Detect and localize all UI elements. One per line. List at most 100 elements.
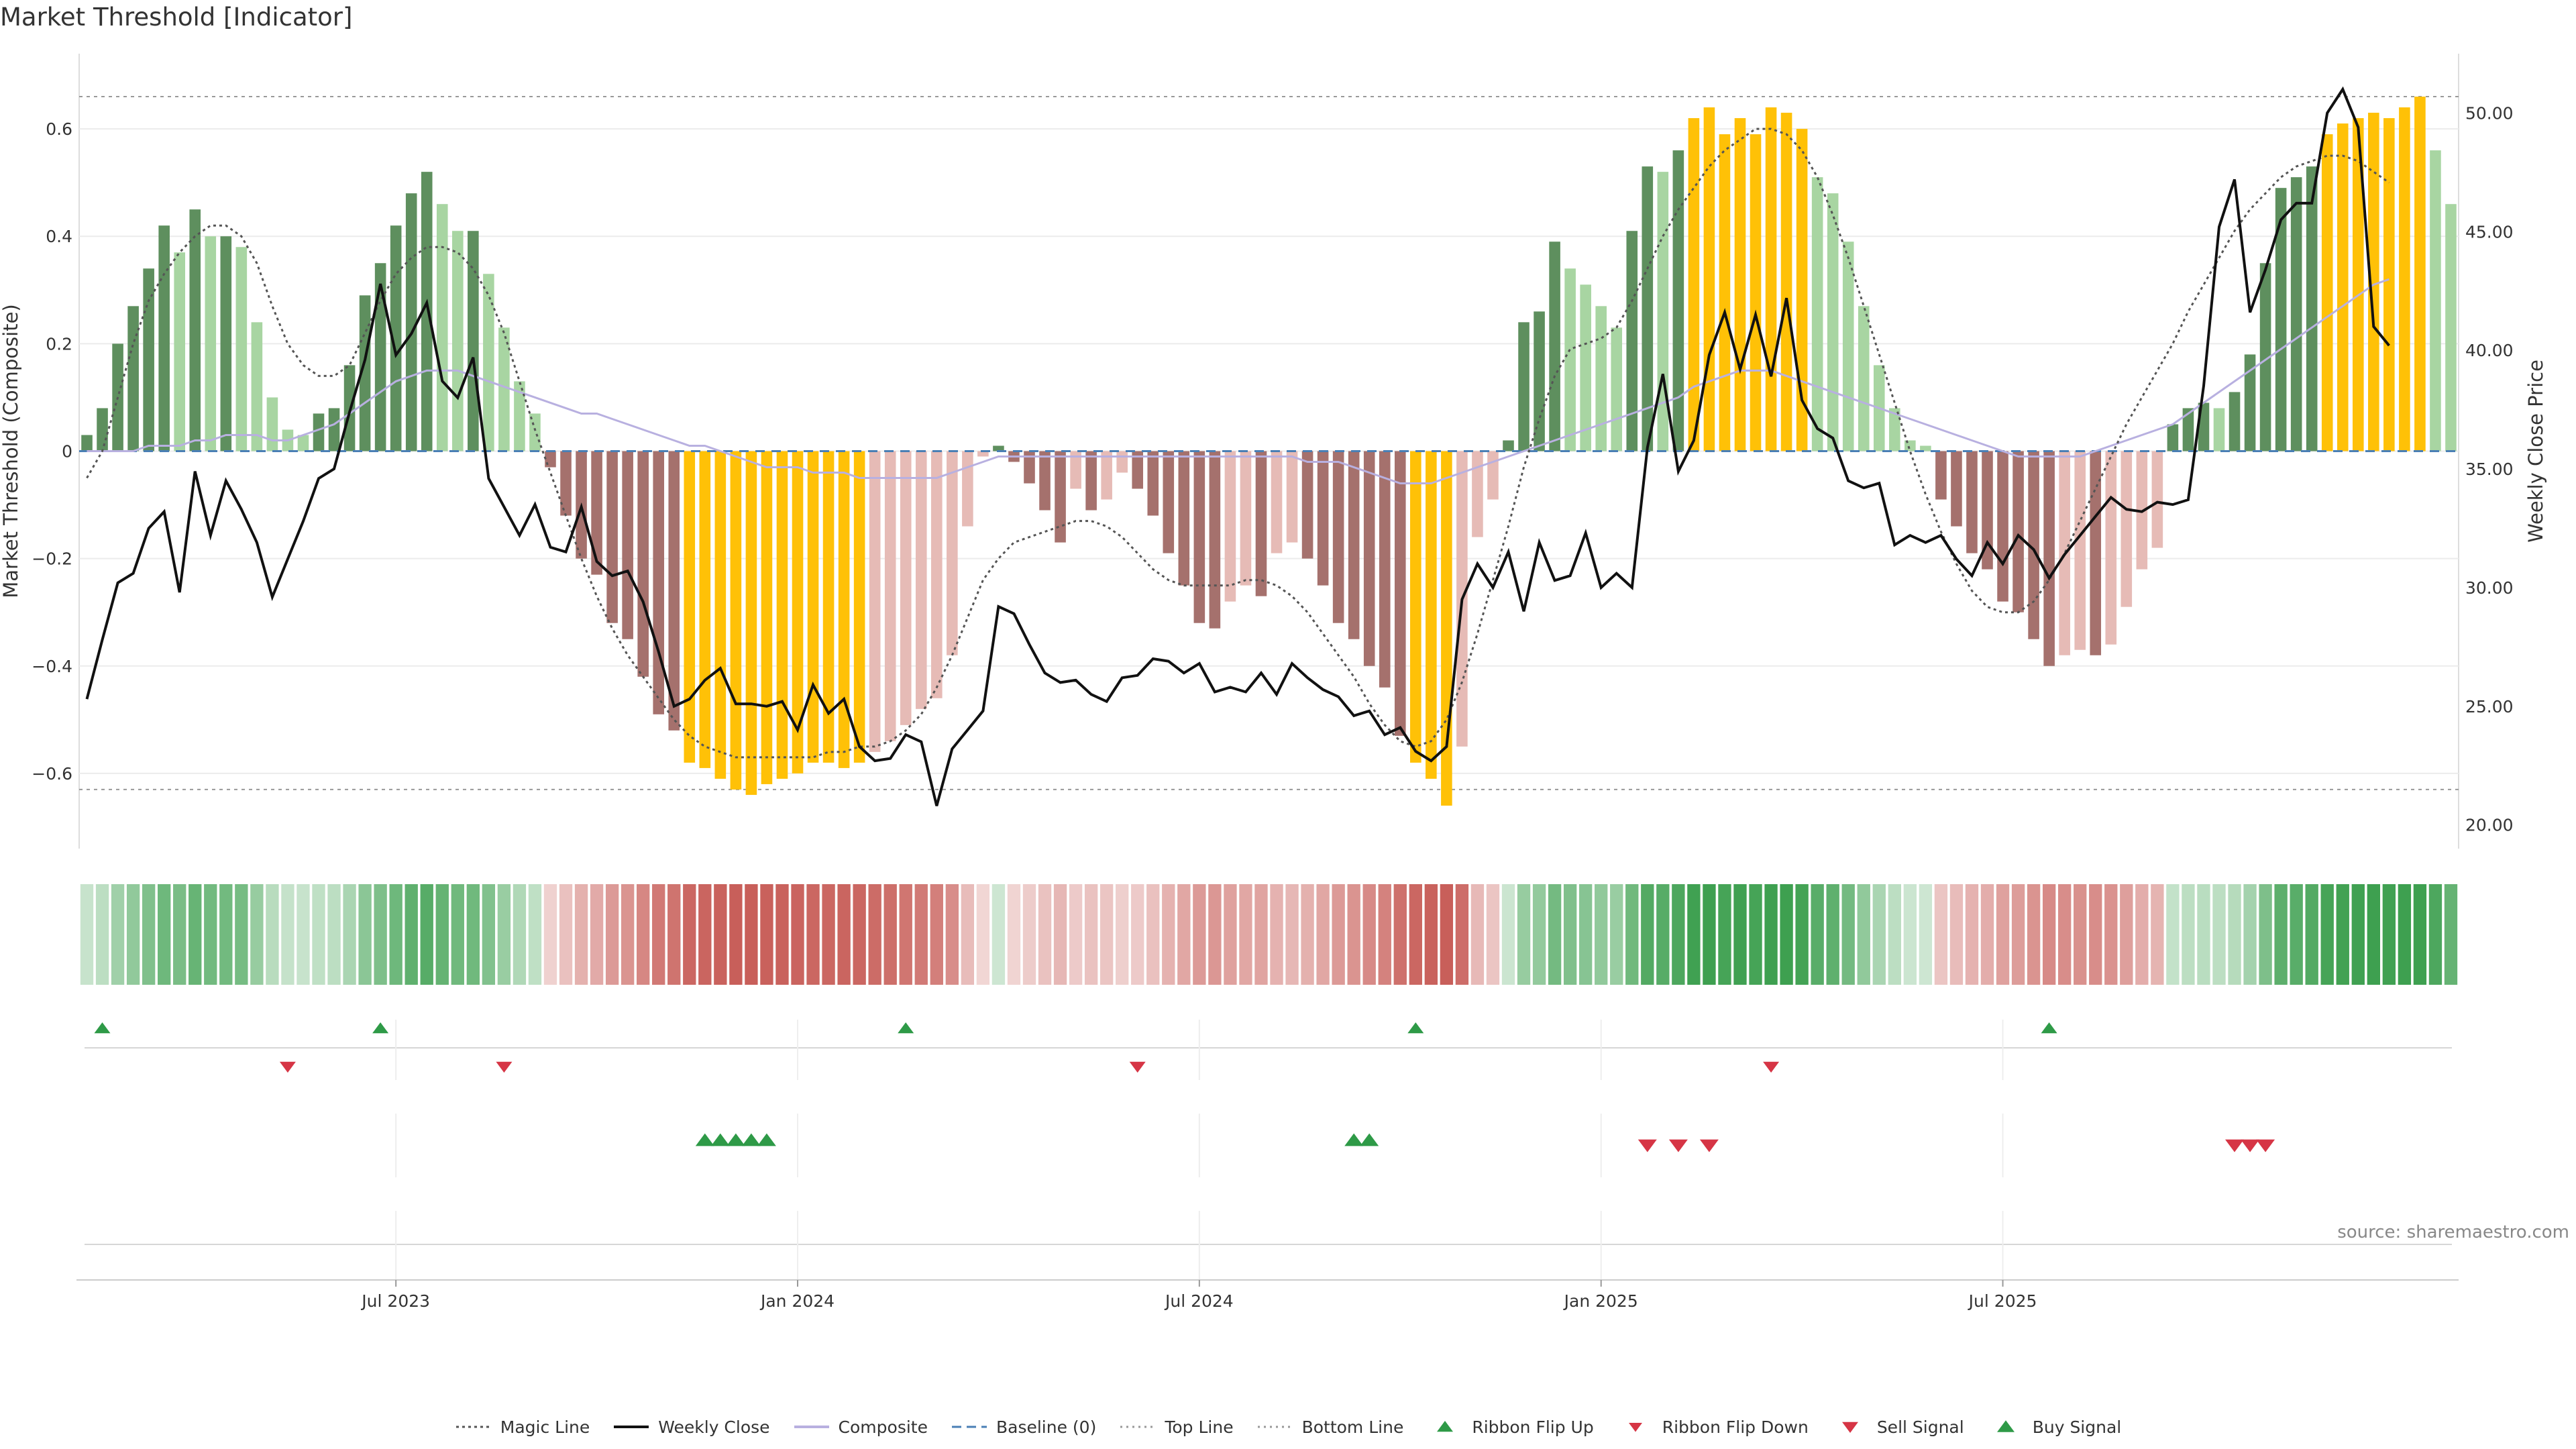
buy-signal-marker: [741, 1133, 761, 1146]
ribbon-cell: [405, 884, 418, 985]
composite-bar: [745, 451, 757, 795]
y-left-axis-label: Market Threshold (Composite): [0, 304, 22, 598]
ribbon-cell: [173, 884, 186, 985]
composite-bar: [1842, 241, 1854, 451]
buy-signal-marker: [695, 1133, 714, 1146]
ribbon-cell: [1749, 884, 1762, 985]
composite-bar: [2321, 134, 2333, 451]
sell-signal-marker: [2241, 1139, 2260, 1152]
ribbon-cell: [2089, 884, 2102, 985]
source-label: source: sharemaestro.com: [2337, 1222, 2569, 1242]
composite-bar: [2259, 263, 2271, 451]
ribbon-cell: [2182, 884, 2195, 985]
composite-bar: [2414, 97, 2426, 451]
composite-bar: [1719, 134, 1731, 451]
ribbon-cell: [1455, 884, 1469, 985]
ribbon-cell: [853, 884, 866, 985]
composite-bar: [2337, 123, 2349, 451]
ribbon-cell: [961, 884, 975, 985]
ribbon-cell: [1393, 884, 1407, 985]
composite-bar: [1379, 451, 1391, 688]
ribbon-cell: [1595, 884, 1608, 985]
composite-bar: [2028, 451, 2039, 639]
ribbon-cell: [1193, 884, 1206, 985]
composite-bar: [2213, 408, 2225, 451]
ribbon-cell: [80, 884, 94, 985]
composite-bar: [853, 451, 865, 763]
legend-label: Magic Line: [500, 1417, 590, 1437]
composite-bar: [1982, 451, 1993, 570]
legend-label: Composite: [838, 1417, 928, 1437]
ribbon-cell: [1301, 884, 1314, 985]
legend-label: Buy Signal: [2032, 1417, 2122, 1437]
legend-item: Top Line: [1119, 1417, 1234, 1437]
ribbon-cell: [1532, 884, 1546, 985]
composite-bar: [127, 306, 139, 451]
y-right-tick-label: 40.00: [2465, 341, 2514, 360]
ribbon-cell: [714, 884, 727, 985]
composite-bar: [1255, 451, 1267, 596]
ribbon-cell: [775, 884, 789, 985]
ribbon-cell: [1362, 884, 1376, 985]
ribbon-cell: [1965, 884, 1979, 985]
ribbon-cell: [1486, 884, 1500, 985]
composite-bar: [158, 225, 170, 451]
ribbon-cell: [2274, 884, 2288, 985]
y-right-tick-label: 20.00: [2465, 816, 2514, 835]
ribbon-cell: [1254, 884, 1268, 985]
composite-bar: [993, 445, 1004, 451]
legend-swatch: [1841, 1421, 1858, 1433]
composite-bar: [1039, 451, 1051, 511]
x-tick-label: Jul 2025: [1968, 1291, 2037, 1311]
ribbon-cell: [1578, 884, 1593, 985]
ribbon-cell: [806, 884, 820, 985]
ribbon-cell: [1053, 884, 1067, 985]
ribbon-cell: [1919, 884, 1933, 985]
ribbon-cell: [1285, 884, 1299, 985]
legend-swatch: [1120, 1426, 1156, 1428]
ribbon-cell: [1826, 884, 1839, 985]
composite-bar: [714, 451, 727, 779]
legend-item: Bottom Line: [1256, 1417, 1403, 1437]
ribbon-cell: [1270, 884, 1283, 985]
composite-bar: [1209, 451, 1221, 629]
ribbon-cell: [2336, 884, 2349, 985]
composite-bar: [1240, 451, 1252, 586]
ribbon-cell: [559, 884, 573, 985]
ribbon-cell: [1872, 884, 1886, 985]
composite-bar: [1348, 451, 1360, 639]
ribbon-cell: [1625, 884, 1639, 985]
ribbon-cell: [497, 884, 511, 985]
composite-line: [87, 278, 2390, 484]
ribbon-cell: [1470, 884, 1485, 985]
ribbon-cell: [358, 884, 372, 985]
composite-bar: [1363, 451, 1375, 666]
legend-item: Baseline (0): [951, 1417, 1096, 1437]
ribbon-cell: [435, 884, 449, 985]
y-right-tick-label: 50.00: [2465, 103, 2514, 123]
composite-bar: [622, 451, 633, 639]
composite-bar: [1394, 451, 1406, 736]
composite-bar: [1271, 451, 1283, 553]
ribbon-cell: [2243, 884, 2257, 985]
legend-label: Baseline (0): [996, 1417, 1097, 1437]
ribbon-cell: [2228, 884, 2241, 985]
legend-swatch: [1437, 1421, 1454, 1432]
x-tick-label: Jul 2024: [1164, 1291, 1234, 1311]
ribbon-cell: [1903, 884, 1917, 985]
y-right-tick-label: 35.00: [2465, 460, 2514, 479]
ribbon-cell: [605, 884, 619, 985]
ribbon-flip-up-marker: [898, 1022, 914, 1034]
ribbon-cell: [327, 884, 341, 985]
ribbon-cell: [1224, 884, 1237, 985]
ribbon-cell: [374, 884, 387, 985]
legend-swatch: [1996, 1420, 2015, 1432]
composite-bar: [1549, 241, 1560, 451]
legend-label: Weekly Close: [658, 1417, 770, 1437]
composite-bar: [297, 435, 309, 451]
y-right-tick-label: 25.00: [2465, 697, 2514, 716]
ribbon-flip-down-marker: [279, 1061, 296, 1073]
ribbon-cell: [914, 884, 928, 985]
composite-bar: [452, 231, 464, 451]
ribbon-cell: [2166, 884, 2180, 985]
